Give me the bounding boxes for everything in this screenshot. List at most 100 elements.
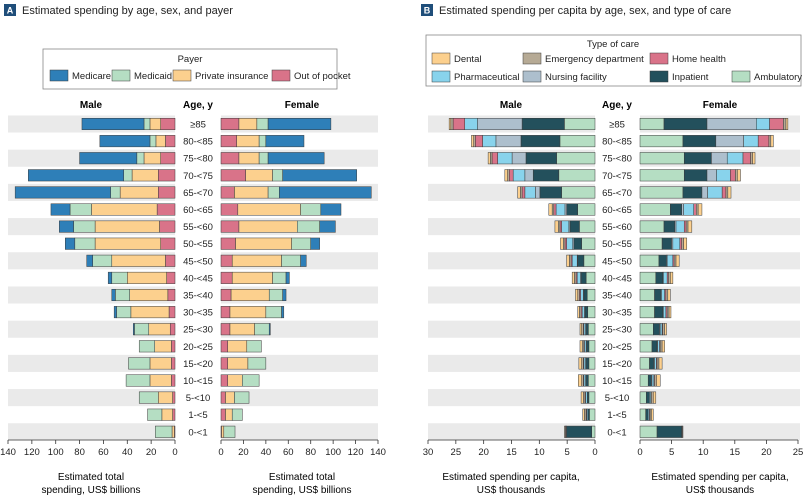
bar-b-male-ambulatory [588, 357, 596, 370]
bar-a-female-medicaid [297, 220, 320, 233]
bar-a-female-private-insurance [229, 323, 255, 336]
x-tick-label-b-male: 30 [423, 447, 434, 458]
bar-a-female-private-insurance [238, 118, 258, 130]
bar-a-female-medicaid [242, 374, 260, 387]
bar-b-female-dental [664, 323, 667, 336]
age-label: 40-<45 [183, 273, 213, 284]
panel-b-female-xlabel-1: Estimated spending per capita, [651, 472, 788, 483]
bar-b-male-inpatient [580, 271, 587, 284]
age-label: 1-<5 [607, 410, 626, 421]
bar-a-male-private-insurance [111, 254, 166, 267]
legend-swatch-home-health [649, 52, 669, 65]
legend-swatch-private-insurance [172, 69, 192, 82]
bar-a-male-out-of-pocket [165, 254, 176, 267]
bar-b-female-ambulatory [639, 289, 655, 301]
age-label: 80-<85 [602, 137, 632, 148]
bar-b-female-ambulatory [639, 203, 671, 216]
bar-a-male-medicaid [138, 340, 155, 353]
bar-a-male-medicaid [136, 152, 145, 165]
bar-b-male-emergency-department [574, 271, 577, 284]
bar-b-female-ambulatory [639, 135, 684, 148]
bar-a-male-out-of-pocket [158, 169, 176, 182]
age-label: 50-<55 [602, 239, 632, 250]
x-tick-label-a-male: 20 [146, 447, 157, 458]
bar-a-female-private-insurance [225, 391, 235, 404]
row-band [8, 423, 175, 441]
bar-a-male-private-insurance [161, 408, 173, 421]
bar-b-male-pharmaceutical [583, 323, 586, 336]
bar-a-male-private-insurance [154, 340, 172, 353]
panel-b-age-label: Age, y [602, 100, 632, 111]
age-label: 40-<45 [602, 273, 632, 284]
bar-b-female-emergency-department [654, 374, 657, 387]
bar-a-male-medicaid [155, 425, 173, 438]
bar-b-male-nursing-facility [535, 186, 541, 199]
legend-b: Type of care Dental Emergency department H… [425, 34, 802, 87]
bar-a-female-medicaid [258, 135, 267, 148]
panel-a-male-xlabel-1: Estimated total [58, 472, 124, 483]
bar-b-female-emergency-department [725, 186, 729, 199]
bar-b-female-inpatient [683, 152, 712, 165]
bar-a-female-medicaid [267, 186, 280, 199]
bar-b-male-emergency-department [490, 152, 493, 165]
bar-a-male-out-of-pocket [160, 118, 176, 130]
bar-b-female-ambulatory [639, 118, 665, 130]
bar-b-male-inpatient [520, 135, 561, 148]
row-band [428, 389, 595, 407]
bar-b-male-inpatient [569, 220, 580, 233]
panel-a-letter: A [7, 6, 14, 16]
bar-a-female-private-insurance [245, 169, 273, 182]
bar-a-male-out-of-pocket [172, 391, 176, 404]
bar-a-male-out-of-pocket [171, 340, 176, 353]
bar-b-male-ambulatory [581, 237, 596, 250]
bar-b-female-nursing-facility [715, 135, 744, 148]
bar-a-male-medicaid [74, 237, 96, 250]
bar-b-female-dental [683, 237, 688, 250]
bar-a-female-private-insurance [236, 135, 260, 148]
bar-b-female-emergency-department [783, 118, 787, 130]
bar-b-male-pharmaceutical [512, 169, 526, 182]
bar-b-female-emergency-department [666, 306, 670, 319]
x-tick-label-b-male: 10 [534, 447, 545, 458]
bar-b-male-inpatient [577, 254, 585, 267]
age-label: 55-<60 [183, 222, 213, 233]
row-band [8, 389, 175, 407]
bar-b-female-ambulatory [639, 169, 685, 182]
panel-b-male-xlabel-2: US$ thousands [477, 485, 545, 496]
bar-b-male-pharmaceutical [584, 340, 587, 353]
bar-a-male-out-of-pocket [167, 289, 176, 301]
bar-b-male-ambulatory [577, 203, 596, 216]
bar-b-male-inpatient [525, 152, 557, 165]
bar-b-male-dental [580, 391, 584, 404]
bar-b-female-home-health [757, 135, 770, 148]
bar-a-female-out-of-pocket [220, 357, 228, 370]
bar-b-female-nursing-facility [701, 186, 708, 199]
bar-b-female-inpatient [646, 391, 650, 404]
bar-a-male-medicaid [147, 408, 163, 421]
bar-b-female-emergency-department [695, 203, 699, 216]
x-tick-label-a-female: 20 [238, 447, 249, 458]
bar-a-male-medicare [28, 169, 124, 182]
bar-a-female-medicare [279, 186, 372, 199]
bar-b-female-dental [752, 152, 756, 165]
x-tick-label-b-male: 15 [506, 447, 517, 458]
bar-a-female-out-of-pocket [220, 220, 240, 233]
age-label: 10-<15 [602, 376, 632, 387]
bar-b-male-dental [566, 254, 570, 267]
bar-a-female-private-insurance [221, 425, 225, 438]
x-tick-label-b-male: 0 [592, 447, 597, 458]
bar-a-male-medicaid [125, 374, 151, 387]
bar-b-male-ambulatory [591, 425, 596, 438]
bar-a-female-medicare [282, 289, 287, 301]
bar-b-male-dental [579, 340, 583, 353]
bar-b-female-inpatient [651, 340, 658, 353]
bar-a-female-medicare [268, 323, 271, 336]
bar-b-male-ambulatory [585, 271, 596, 284]
bar-b-female-inpatient [653, 323, 660, 336]
bar-a-female-medicare [310, 237, 320, 250]
bar-b-male-dental [578, 357, 582, 370]
bar-a-female-medicare [300, 254, 307, 267]
bar-b-male-pharmaceutical [555, 203, 566, 216]
legend-label-pharmaceutical: Pharmaceutical [454, 72, 519, 83]
